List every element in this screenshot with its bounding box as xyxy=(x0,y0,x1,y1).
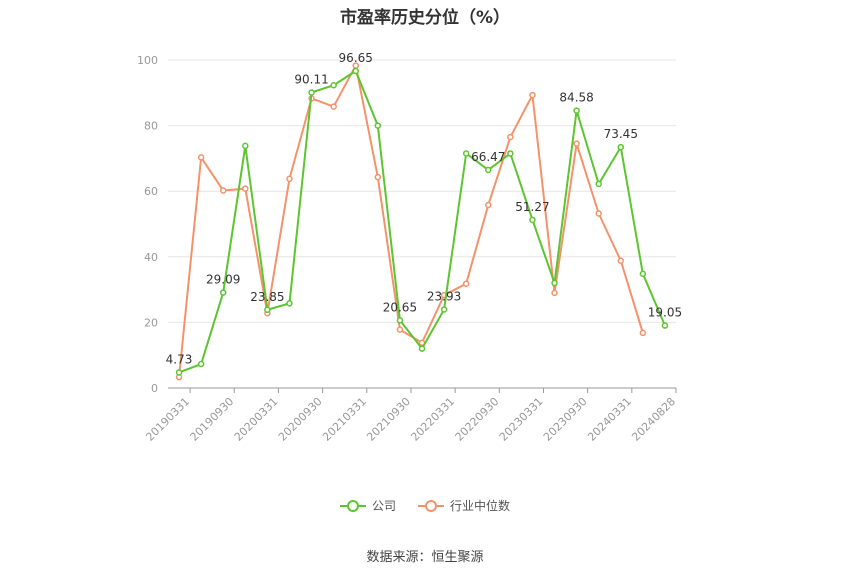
y-tick-label: 80 xyxy=(144,120,158,133)
legend-label-industry-median: 行业中位数 xyxy=(450,499,511,513)
data-point-0 xyxy=(308,89,315,96)
data-label: 66.47 xyxy=(471,150,505,164)
data-label: 23.85 xyxy=(250,290,284,304)
x-tick-label: 20200331 xyxy=(232,395,281,444)
data-point-0 xyxy=(175,369,183,376)
data-label: 84.58 xyxy=(559,91,593,105)
data-point-0 xyxy=(639,270,647,278)
data-point-1 xyxy=(617,257,625,264)
data-point-0 xyxy=(264,306,271,314)
data-label: 90.11 xyxy=(294,72,328,86)
data-point-0 xyxy=(573,107,580,114)
data-point-1 xyxy=(507,133,514,141)
x-tick-label: 20190331 xyxy=(143,395,192,444)
data-point-1 xyxy=(551,289,558,297)
legend-item-company[interactable]: 公司 xyxy=(339,497,396,514)
data-point-0 xyxy=(595,180,602,188)
data-point-1 xyxy=(485,201,492,209)
x-tick-label: 20220331 xyxy=(408,395,457,444)
x-tick-label: 20210331 xyxy=(320,395,369,444)
y-tick-label: 0 xyxy=(151,382,158,395)
data-point-1 xyxy=(242,185,249,192)
x-tick-label: 20240828 xyxy=(629,395,678,444)
data-label: 20.65 xyxy=(383,300,417,314)
data-label: 96.65 xyxy=(339,51,373,65)
y-tick-label: 40 xyxy=(144,251,158,264)
data-point-0 xyxy=(374,122,382,129)
y-tick-label: 100 xyxy=(137,54,158,67)
data-label: 23.93 xyxy=(427,290,461,304)
data-point-0 xyxy=(197,360,205,368)
x-tick-label: 20240331 xyxy=(585,395,634,444)
data-point-0 xyxy=(286,300,293,307)
data-point-0 xyxy=(507,150,514,157)
data-point-0 xyxy=(330,82,337,89)
x-tick-label: 20190930 xyxy=(188,395,237,444)
data-point-1 xyxy=(286,175,293,182)
y-tick-label: 60 xyxy=(144,185,158,198)
data-point-0 xyxy=(529,216,536,224)
data-point-0 xyxy=(418,345,426,352)
data-point-0 xyxy=(617,143,625,151)
data-label: 4.73 xyxy=(166,352,193,366)
data-point-0 xyxy=(219,289,227,296)
legend-swatch-industry-median xyxy=(418,499,444,513)
data-point-0 xyxy=(551,279,558,287)
y-tick-label: 20 xyxy=(144,316,158,329)
x-tick-label: 20200930 xyxy=(276,395,325,444)
chart-title: 市盈率历史分位（%） xyxy=(339,8,511,28)
data-point-1 xyxy=(330,103,337,110)
data-point-0 xyxy=(462,150,470,157)
data-point-0 xyxy=(485,166,492,174)
data-point-1 xyxy=(374,173,382,181)
x-tick-label: 20220930 xyxy=(453,395,502,444)
data-source: 数据来源：恒生聚源 xyxy=(366,550,484,565)
x-tick-label: 20230331 xyxy=(497,395,546,444)
data-point-0 xyxy=(242,142,249,150)
legend-item-industry-median[interactable]: 行业中位数 xyxy=(418,497,510,514)
data-point-0 xyxy=(661,322,669,329)
data-point-1 xyxy=(639,329,647,337)
data-label: 29.09 xyxy=(206,273,240,287)
legend-label-company: 公司 xyxy=(371,499,396,513)
series-line-1 xyxy=(178,64,644,378)
data-point-1 xyxy=(219,187,227,194)
data-label: 73.45 xyxy=(604,127,638,141)
data-point-1 xyxy=(197,154,205,161)
legend-swatch-company xyxy=(339,499,366,513)
data-point-1 xyxy=(595,210,602,217)
x-tick-label: 20210930 xyxy=(364,395,413,444)
data-point-1 xyxy=(573,140,580,147)
data-point-0 xyxy=(352,67,359,75)
data-point-0 xyxy=(396,317,404,324)
x-tick-label: 20230930 xyxy=(541,395,590,444)
data-label: 51.27 xyxy=(515,200,549,214)
data-label: 19.05 xyxy=(648,306,682,320)
legend: 公司 行业中位数 xyxy=(0,497,850,514)
data-point-1 xyxy=(396,326,404,333)
data-point-0 xyxy=(440,306,448,313)
data-point-1 xyxy=(462,280,470,287)
data-point-1 xyxy=(529,91,536,99)
